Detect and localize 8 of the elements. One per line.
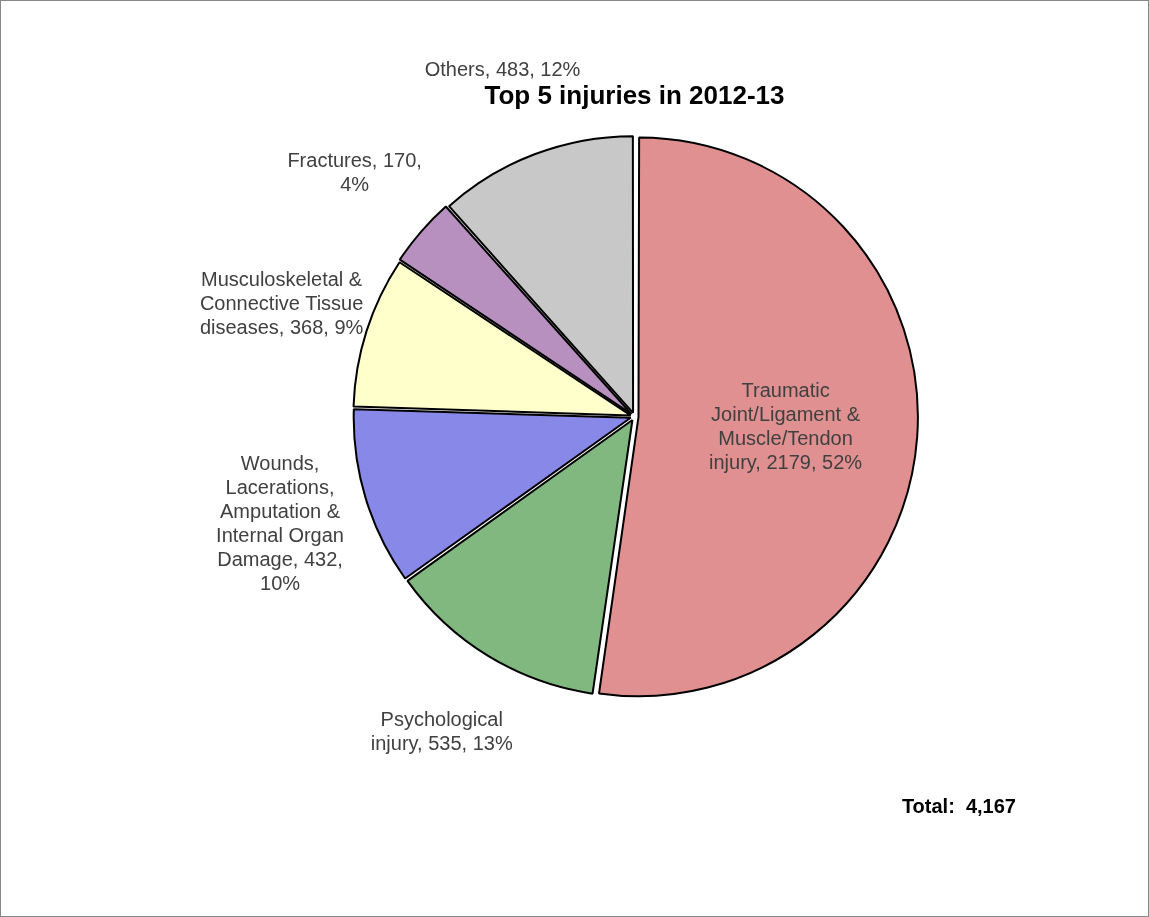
slice-label: Musculoskeletal & Connective Tissue diseases, 368, 9% (199, 267, 364, 338)
slice-label: Psychological injury, 535, 13% (370, 708, 513, 755)
slice-label: Fractures, 170, 4% (287, 149, 422, 196)
text: Top 5 injuries in 2012-13 (484, 79, 785, 110)
slice-label: Traumatic Joint/Ligament & Muscle/Tendon injury, 2179, 52% (709, 379, 863, 474)
slice-label: Others, 483, 12% (424, 58, 581, 80)
slice-label: Wounds, Lacerations, Amputation & Internal Organ Damage, 432, 10% (216, 451, 344, 594)
text: Total: 4,167 (901, 794, 1016, 817)
